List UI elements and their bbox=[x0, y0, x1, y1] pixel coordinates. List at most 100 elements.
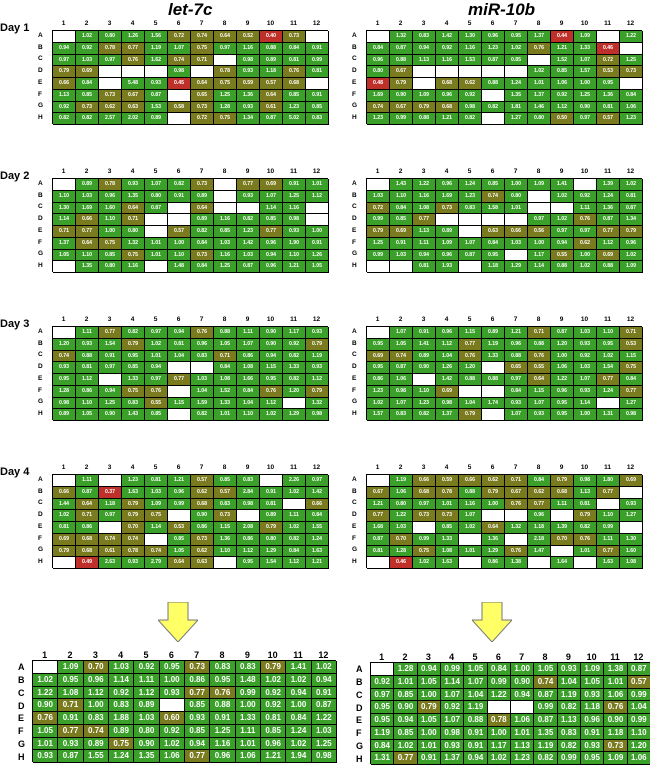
well-cell: 0.66 bbox=[505, 226, 528, 238]
row-label: C bbox=[38, 203, 43, 211]
well-cell: 1.12 bbox=[134, 686, 160, 700]
well-grid: 1.32 0.83 1.42 1.30 0.96 0.95 1.37 0.44 1.09 1.22… bbox=[366, 30, 643, 125]
well-cell: 1.43 bbox=[122, 409, 145, 421]
well-cell: 1.00 bbox=[551, 350, 574, 363]
well-cell bbox=[505, 66, 528, 78]
well-cell: 2.57 bbox=[99, 113, 122, 125]
column-label: 3 bbox=[421, 464, 426, 471]
well-cell: 1.09 bbox=[436, 237, 459, 250]
well-cell: 1.37 bbox=[528, 89, 551, 102]
well-cell: 1.08 bbox=[413, 202, 436, 215]
well-cell: 0.57 bbox=[597, 113, 620, 125]
well-cell: 0.83 bbox=[557, 726, 581, 740]
well-cell: 1.02 bbox=[620, 179, 643, 191]
well-cell: 0.63 bbox=[191, 557, 214, 569]
well-cell: 1.28 bbox=[53, 385, 76, 398]
column-label: 11 bbox=[290, 168, 297, 175]
well-cell: 0.79 bbox=[482, 486, 505, 499]
well-cell: 2.02 bbox=[122, 113, 145, 125]
well-cell: 0.94 bbox=[551, 237, 574, 250]
well-cell: 1.12 bbox=[551, 101, 574, 114]
well-cell: 0.83 bbox=[214, 498, 237, 511]
row-label: F bbox=[352, 90, 356, 98]
column-label: 9 bbox=[565, 652, 571, 662]
well-cell: 1.23 bbox=[122, 475, 145, 487]
well-cell: 0.66 bbox=[76, 214, 99, 226]
well-cell: 0.79 bbox=[459, 409, 482, 421]
well-cell: 1.90 bbox=[283, 237, 306, 250]
column-label: 6 bbox=[176, 20, 181, 27]
well-cell bbox=[283, 498, 306, 511]
well-cell: 1.28 bbox=[394, 663, 418, 676]
well-cell: 0.75 bbox=[214, 78, 237, 90]
well-cell: 1.38 bbox=[505, 557, 528, 569]
well-cell: 0.98 bbox=[237, 54, 260, 67]
well-cell: 0.94 bbox=[417, 663, 441, 676]
well-cell: 0.88 bbox=[214, 327, 237, 339]
column-label: 3 bbox=[421, 168, 426, 175]
well-cell: 0.77 bbox=[185, 750, 211, 763]
well-cell: 0.77 bbox=[597, 374, 620, 386]
well-cell: 0.62 bbox=[99, 101, 122, 114]
well-cell: 1.03 bbox=[109, 661, 135, 674]
well-cell: 1.63 bbox=[597, 557, 620, 569]
well-cell: 0.96 bbox=[260, 237, 283, 250]
column-label: 4 bbox=[130, 20, 135, 27]
row-label: G bbox=[38, 398, 44, 406]
well-grid: 1.02 0.80 1.26 1.56 0.72 0.74 0.64 0.52 0.40 0.73… bbox=[52, 30, 329, 125]
well-cell: 1.66 bbox=[237, 374, 260, 386]
well-cell: 1.17 bbox=[487, 739, 511, 753]
row-label: G bbox=[38, 546, 44, 554]
row-label: A bbox=[356, 664, 363, 675]
well-cell: 1.07 bbox=[505, 409, 528, 421]
well-cell: 0.95 bbox=[237, 557, 260, 569]
well-cell: 0.87 bbox=[534, 714, 558, 727]
well-cell: 1.01 bbox=[394, 675, 418, 689]
well-cell: 0.75 bbox=[109, 737, 135, 751]
well-cell bbox=[436, 66, 459, 78]
column-label: 2 bbox=[398, 316, 403, 323]
well-cell: 1.18 bbox=[581, 701, 605, 714]
well-cell: 1.41 bbox=[413, 338, 436, 351]
well-cell: 1.24 bbox=[109, 750, 135, 763]
well-cell: 0.95 bbox=[367, 362, 390, 374]
well-cell: 0.69 bbox=[390, 226, 413, 238]
well-cell: 1.13 bbox=[574, 486, 597, 499]
well-cell: 0.97 bbox=[551, 226, 574, 238]
well-cell: 1.03 bbox=[574, 327, 597, 339]
column-label: 9 bbox=[245, 168, 250, 175]
well-cell: 1.23 bbox=[459, 190, 482, 203]
well-cell: 0.95 bbox=[53, 374, 76, 386]
well-cell: 1.02 bbox=[33, 673, 59, 687]
column-label: 9 bbox=[245, 316, 250, 323]
well-cell bbox=[367, 557, 390, 569]
well-cell bbox=[459, 214, 482, 226]
well-cell: 0.95 bbox=[122, 350, 145, 363]
well-cell: 0.69 bbox=[367, 350, 390, 363]
well-cell: 1.34 bbox=[237, 113, 260, 125]
well-cell: 1.23 bbox=[511, 752, 535, 765]
well-cell: 1.06 bbox=[604, 688, 628, 702]
row-label: A bbox=[352, 179, 357, 187]
well-cell: 0.79 bbox=[551, 475, 574, 487]
row-label: F bbox=[352, 534, 356, 542]
column-label: 3 bbox=[425, 652, 431, 662]
well-cell: 1.69 bbox=[436, 190, 459, 203]
well-cell: 0.73 bbox=[413, 510, 436, 522]
well-cell: 0.76 bbox=[122, 54, 145, 67]
column-label: 8 bbox=[542, 652, 548, 662]
well-cell: 0.53 bbox=[620, 338, 643, 351]
well-cell: 0.89 bbox=[134, 699, 160, 712]
well-cell: 1.09 bbox=[581, 663, 605, 676]
row-label: E bbox=[352, 522, 357, 530]
down-arrow-icon bbox=[158, 602, 198, 642]
well-cell: 0.97 bbox=[528, 214, 551, 226]
well-cell: 0.80 bbox=[528, 113, 551, 125]
column-label: 2 bbox=[398, 464, 403, 471]
well-cell: 1.04 bbox=[459, 397, 482, 410]
well-cell: 1.35 bbox=[505, 89, 528, 102]
well-cell: 1.00 bbox=[528, 237, 551, 250]
well-cell: 1.02 bbox=[551, 190, 574, 203]
well-cell: 1.02 bbox=[528, 66, 551, 78]
column-label: 7 bbox=[199, 20, 204, 27]
